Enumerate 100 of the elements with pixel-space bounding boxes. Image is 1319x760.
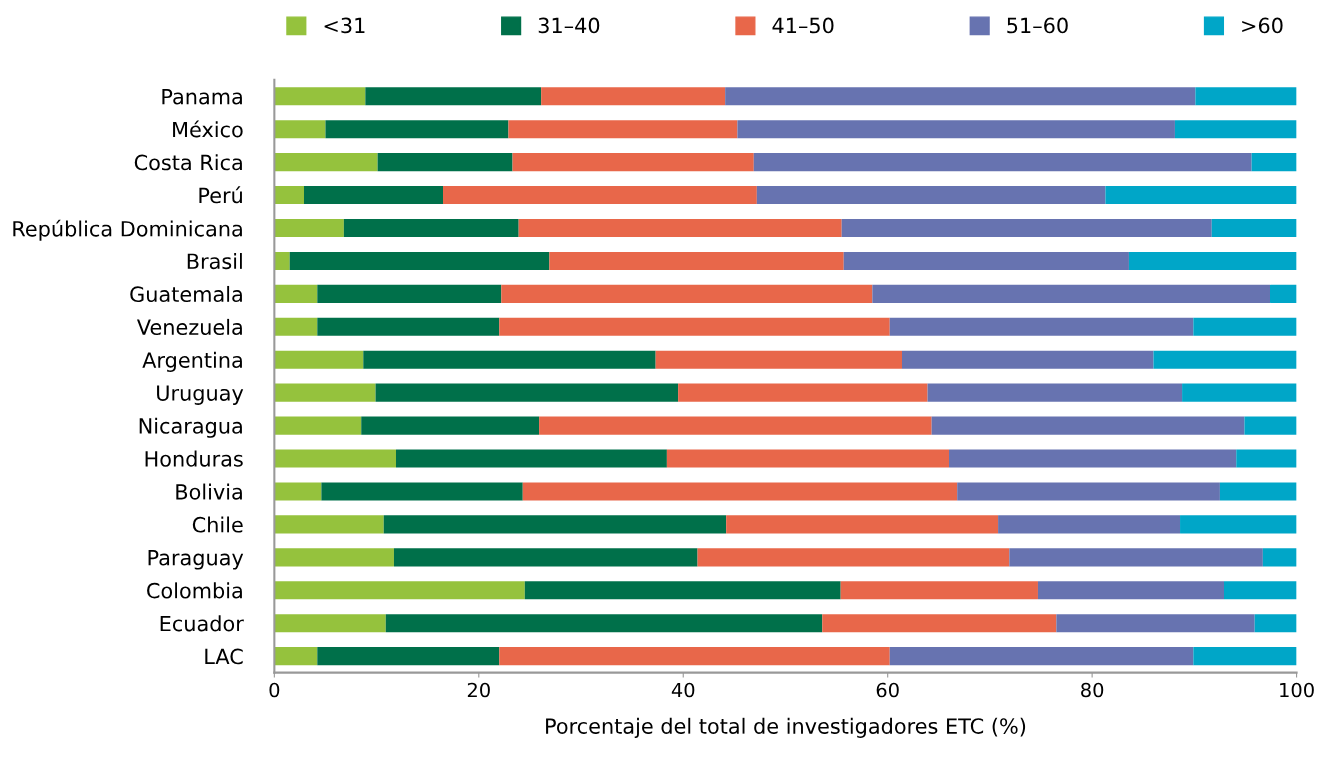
bar [274,87,366,106]
bar [902,350,1154,369]
bar [1174,120,1297,139]
bar [725,87,1196,106]
bar [1254,614,1297,633]
bar [753,153,1252,172]
bar [274,153,378,172]
bar [274,416,362,435]
bar [274,186,304,205]
bar [501,284,873,303]
bar [304,186,444,205]
bar [343,218,519,238]
x-tick-label: 0 [269,682,280,698]
bar [998,515,1181,534]
bar [1270,284,1297,303]
bar [726,515,999,534]
bar [655,350,902,369]
bar [274,251,290,270]
bar [1037,581,1224,600]
bar [541,87,726,106]
legend-label: 31–40 [538,17,600,34]
bar [274,581,525,600]
bar [274,515,384,534]
y-tick-label: LAC [205,648,243,665]
bar [1056,614,1255,633]
bar [443,186,757,205]
bar [274,482,322,501]
bar [1251,153,1297,172]
bar [949,449,1237,468]
bar [317,647,500,666]
y-tick-label: Venezuela [136,318,242,336]
bar [396,449,667,468]
bar [1193,647,1297,666]
bar [678,383,928,402]
bar [385,614,823,633]
bar [499,647,890,666]
y-tick-label: Paraguay [148,550,244,570]
bar [697,548,1010,567]
bar [274,449,396,468]
bar [889,317,1194,336]
bar [383,515,727,534]
legend-label: 51–60 [1007,17,1068,34]
bar [927,383,1183,402]
y-tick-label: Colombia [147,582,242,599]
bar [1180,515,1297,534]
y-tick-label: Brasil [187,253,242,270]
bar [274,548,394,567]
bar [1236,449,1297,468]
bar [843,251,1129,270]
bar [365,87,542,106]
bar [841,218,1212,238]
bar [274,218,344,238]
bar [518,218,842,238]
bar [274,350,364,369]
y-tick-label: Costa Rica [134,154,242,171]
bar [274,284,318,303]
bar [1195,87,1297,106]
bar [539,416,932,435]
bar [756,186,1106,205]
bar [840,581,1038,600]
bar [737,120,1175,139]
bar [317,317,500,336]
bar [1128,251,1297,270]
legend-label: >60 [1242,17,1283,34]
bar [393,548,698,567]
bar [1153,350,1297,369]
y-tick-label: República Dominicana [13,219,242,241]
x-tick-label: 20 [467,682,490,698]
bar [1009,548,1263,567]
bar [274,317,318,336]
bar [1224,581,1297,600]
y-tick-label: México [173,120,243,138]
bar [274,614,386,633]
bar [522,482,958,501]
bar [361,416,540,435]
bar [321,482,523,501]
y-tick-label: Nicaragua [139,417,242,438]
y-tick-label: Honduras [145,450,243,467]
bar [499,317,890,336]
bar [1105,186,1297,205]
bar [274,120,326,139]
y-tick-label: Panama [162,88,242,105]
bar [524,581,841,600]
bar [377,153,513,172]
bar [1211,218,1297,238]
bar [1182,383,1297,402]
y-tick-label: Guatemala [130,285,242,303]
bar [957,482,1220,501]
bar [822,614,1057,633]
y-tick-label: Ecuador [160,615,244,632]
x-tick-label: 100 [1280,682,1314,698]
bar [363,350,656,369]
y-tick-label: Bolivia [176,483,242,500]
bar [872,284,1270,303]
y-tick-label: Uruguay [157,385,244,405]
x-tick-label: 40 [671,682,695,698]
bar [317,284,502,303]
x-tick-label: 60 [876,682,899,698]
bar [1219,482,1297,501]
legend-label: 41–50 [772,17,834,34]
